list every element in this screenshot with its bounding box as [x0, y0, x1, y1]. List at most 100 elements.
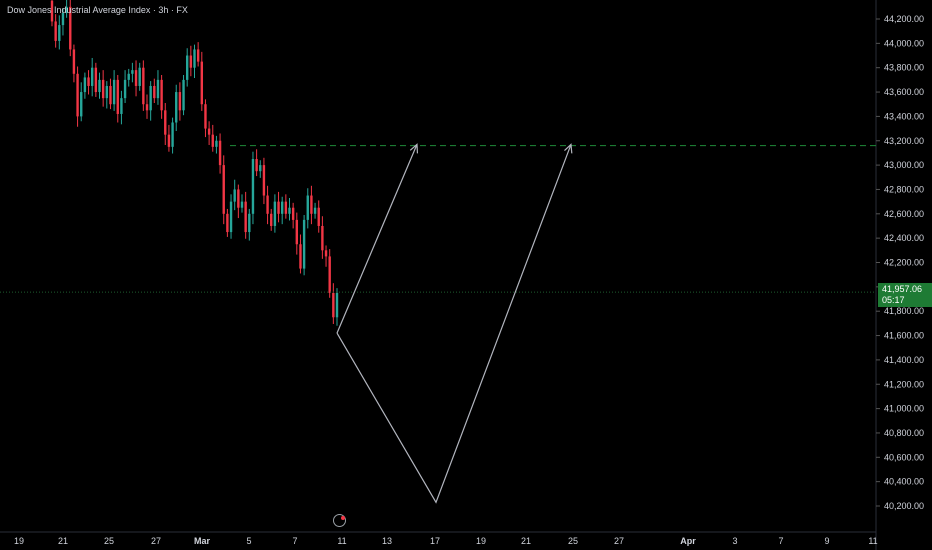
price-tick-label: 42,400.00 [884, 233, 924, 243]
candle-body [284, 201, 288, 214]
candle-body [321, 225, 324, 251]
candle-body [244, 201, 247, 233]
candle-body [134, 70, 138, 86]
candle-body [142, 67, 145, 105]
candle-body [306, 195, 309, 220]
price-tick-label: 43,200.00 [884, 136, 924, 146]
candle-body [164, 110, 167, 135]
candle-body [240, 201, 244, 208]
current-price-badge: 41,957.06 05:17 [878, 283, 932, 308]
price-tick-label: 42,800.00 [884, 184, 924, 194]
candle-body [160, 79, 163, 111]
time-tick-label: 17 [430, 536, 440, 546]
time-tick-label: 19 [14, 536, 24, 546]
time-tick-label: 27 [614, 536, 624, 546]
candle-body [189, 55, 193, 68]
candle-body [328, 256, 331, 293]
candle-body [123, 79, 127, 99]
candle-body [280, 201, 284, 214]
projection-short-arrowhead [409, 143, 419, 154]
price-tick-label: 44,200.00 [884, 14, 924, 24]
candle-body [237, 189, 240, 208]
candle-body [105, 85, 109, 99]
candle-body [291, 207, 295, 220]
price-tick-label: 44,000.00 [884, 38, 924, 48]
alert-icon[interactable] [333, 514, 346, 527]
candle-body [207, 128, 211, 135]
candle-body [112, 79, 116, 105]
candle-body [255, 159, 258, 172]
candle-body [120, 98, 123, 114]
candle-body [80, 92, 83, 117]
time-tick-label: 13 [382, 536, 392, 546]
candle-body [233, 189, 236, 202]
candle-body [90, 67, 94, 86]
candle-body [313, 207, 317, 214]
candle-body [167, 134, 171, 147]
time-tick-label: 25 [104, 536, 114, 546]
candle-body [109, 85, 112, 105]
candle-body [185, 55, 189, 80]
price-tick-label: 41,000.00 [884, 404, 924, 414]
candle-body [248, 213, 251, 233]
price-tick-label: 40,200.00 [884, 501, 924, 511]
chart-grid [0, 0, 877, 550]
candle-body [171, 122, 174, 147]
candle-body [222, 165, 225, 214]
time-tick-label: 11 [868, 536, 877, 546]
candle-body [182, 79, 185, 111]
candle-body [218, 140, 222, 166]
candle-body [175, 92, 178, 123]
time-tick-label: 11 [337, 536, 346, 546]
time-tick-label: 21 [521, 536, 531, 546]
current-price-value: 41,957.06 [882, 284, 923, 295]
price-tick-label: 41,800.00 [884, 306, 924, 316]
price-tick-label: 43,800.00 [884, 63, 924, 73]
time-tick-label: 21 [58, 536, 68, 546]
candle-body [127, 73, 130, 80]
price-tick-label: 40,600.00 [884, 452, 924, 462]
candle-body [288, 207, 291, 214]
candle-body [332, 292, 335, 318]
candle-body [69, 6, 72, 50]
candle-body [211, 134, 214, 147]
price-tick-label: 40,800.00 [884, 428, 924, 438]
candle-body [200, 61, 204, 105]
candle-body [324, 250, 328, 257]
time-axis[interactable]: 19 21 25 27 Mar 5 7 11 13 17 19 21 25 27 Apr 3 7 9 11 [14, 536, 878, 546]
candle-body [156, 79, 160, 99]
time-tick-label: 19 [476, 536, 486, 546]
price-tick-label: 42,200.00 [884, 258, 924, 268]
projection-long-arrowhead [564, 143, 573, 154]
projection-short-path [336, 144, 418, 334]
time-tick-label: 5 [246, 536, 251, 546]
candle-body [262, 165, 266, 196]
price-axis[interactable]: 44,200.00 44,000.00 43,800.00 43,600.00 43,4… [876, 14, 924, 511]
time-tick-label: 7 [292, 536, 297, 546]
candle-body [226, 213, 229, 233]
candle-body [65, 6, 68, 13]
price-tick-label: 42,600.00 [884, 209, 924, 219]
candle-body [72, 49, 76, 74]
time-tick-label: 3 [732, 536, 737, 546]
projection-long-path [336, 144, 572, 504]
candle-body [196, 49, 200, 62]
candle-body [145, 104, 149, 111]
time-tick-label: Apr [680, 536, 696, 546]
candle-body [138, 67, 141, 86]
candle-body [299, 244, 302, 269]
candle-body [76, 73, 79, 117]
price-tick-label: 41,200.00 [884, 379, 924, 389]
candle-body [58, 25, 61, 41]
candle-body [98, 79, 101, 93]
price-tick-label: 43,000.00 [884, 160, 924, 170]
candle-body [335, 292, 339, 318]
time-tick-label: 9 [824, 536, 829, 546]
candle-body [178, 92, 182, 111]
candle-body [251, 159, 255, 214]
time-tick-label: 25 [568, 536, 578, 546]
candle-body [94, 67, 98, 93]
candle-body [317, 207, 320, 226]
drawings-layer[interactable] [0, 143, 876, 504]
